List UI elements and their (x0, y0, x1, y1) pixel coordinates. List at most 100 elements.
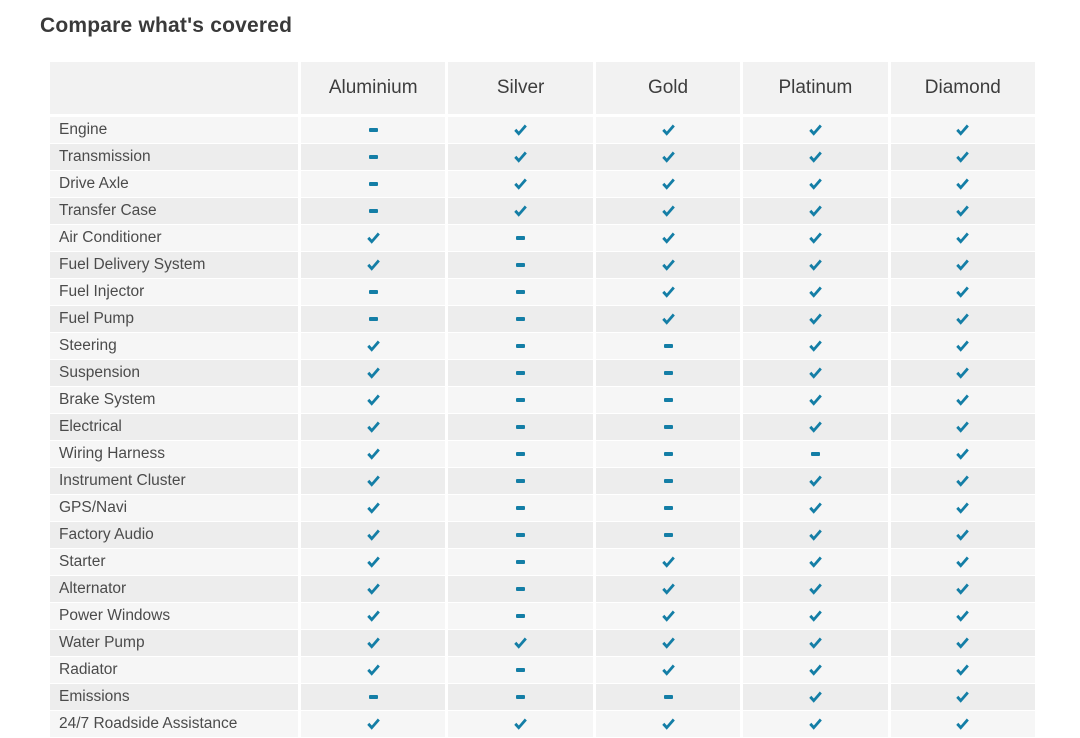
coverage-cell (298, 441, 446, 467)
coverage-cell (445, 711, 593, 737)
coverage-cell (298, 360, 446, 386)
coverage-cell (740, 630, 888, 656)
dash-icon (368, 155, 378, 159)
check-icon (955, 312, 970, 326)
coverage-cell (887, 414, 1036, 440)
coverage-cell (887, 657, 1036, 683)
check-icon (808, 204, 823, 218)
check-icon (808, 555, 823, 569)
check-icon (366, 555, 381, 569)
coverage-cell (298, 333, 446, 359)
coverage-cell (592, 603, 741, 629)
check-icon (808, 123, 823, 137)
check-icon (808, 231, 823, 245)
check-icon (955, 258, 970, 272)
coverage-cell (887, 684, 1036, 710)
check-icon (955, 339, 970, 353)
coverage-cell (592, 684, 741, 710)
dash-icon (368, 290, 378, 294)
row-label: Power Windows (59, 607, 171, 624)
check-icon (955, 474, 970, 488)
column-header-silver: Silver (445, 62, 593, 114)
table-row: GPS/Navi (50, 495, 1036, 522)
row-label: Factory Audio (59, 526, 154, 543)
coverage-cell (887, 549, 1036, 575)
coverage-cell (298, 576, 446, 602)
coverage-cell (445, 171, 593, 197)
table-row: Fuel Delivery System (50, 252, 1036, 279)
check-icon (366, 528, 381, 542)
dash-icon (516, 290, 526, 294)
coverage-cell (740, 576, 888, 602)
coverage-cell (445, 441, 593, 467)
check-icon (808, 177, 823, 191)
check-icon (808, 474, 823, 488)
check-icon (366, 636, 381, 650)
check-icon (955, 447, 970, 461)
coverage-cell (887, 495, 1036, 521)
row-label: Alternator (59, 580, 127, 597)
check-icon (808, 258, 823, 272)
coverage-cell (298, 684, 446, 710)
coverage-cell (592, 630, 741, 656)
check-icon (366, 717, 381, 731)
check-icon (955, 609, 970, 623)
coverage-cell (740, 441, 888, 467)
dash-icon (663, 371, 673, 375)
table-row: Brake System (50, 387, 1036, 414)
table-row: Drive Axle (50, 171, 1036, 198)
coverage-cell (445, 360, 593, 386)
dash-icon (663, 533, 673, 537)
check-icon (366, 420, 381, 434)
row-label: Suspension (59, 364, 141, 381)
check-icon (808, 528, 823, 542)
dash-icon (663, 425, 673, 429)
dash-icon (516, 263, 526, 267)
check-icon (661, 582, 676, 596)
check-icon (366, 447, 381, 461)
dash-icon (516, 398, 526, 402)
table-row: Power Windows (50, 603, 1036, 630)
row-label: Fuel Injector (59, 283, 145, 300)
dash-icon (810, 452, 820, 456)
dash-icon (663, 398, 673, 402)
coverage-cell (445, 495, 593, 521)
dash-icon (516, 317, 526, 321)
check-icon (955, 123, 970, 137)
check-icon (808, 717, 823, 731)
coverage-cell (298, 495, 446, 521)
check-icon (366, 258, 381, 272)
table-row: Engine (50, 117, 1036, 144)
row-label: Drive Axle (59, 175, 129, 192)
check-icon (955, 150, 970, 164)
check-icon (366, 339, 381, 353)
coverage-cell (592, 117, 741, 143)
coverage-cell (887, 387, 1036, 413)
coverage-cell (740, 360, 888, 386)
table-row: Suspension (50, 360, 1036, 387)
column-header-diamond: Diamond (887, 62, 1036, 114)
check-icon (366, 231, 381, 245)
coverage-cell (740, 603, 888, 629)
check-icon (955, 501, 970, 515)
dash-icon (516, 668, 526, 672)
check-icon (661, 555, 676, 569)
row-label: Emissions (59, 688, 130, 705)
check-icon (513, 636, 528, 650)
check-icon (513, 717, 528, 731)
check-icon (808, 636, 823, 650)
table-row: Instrument Cluster (50, 468, 1036, 495)
coverage-cell (887, 117, 1036, 143)
table-row: Fuel Injector (50, 279, 1036, 306)
row-label: Electrical (59, 418, 122, 435)
coverage-cell (887, 711, 1036, 737)
dash-icon (516, 452, 526, 456)
coverage-cell (445, 198, 593, 224)
coverage-cell (298, 144, 446, 170)
coverage-cell (592, 306, 741, 332)
row-label: Wiring Harness (59, 445, 165, 462)
coverage-cell (592, 441, 741, 467)
check-icon (808, 393, 823, 407)
table-row: Electrical (50, 414, 1036, 441)
